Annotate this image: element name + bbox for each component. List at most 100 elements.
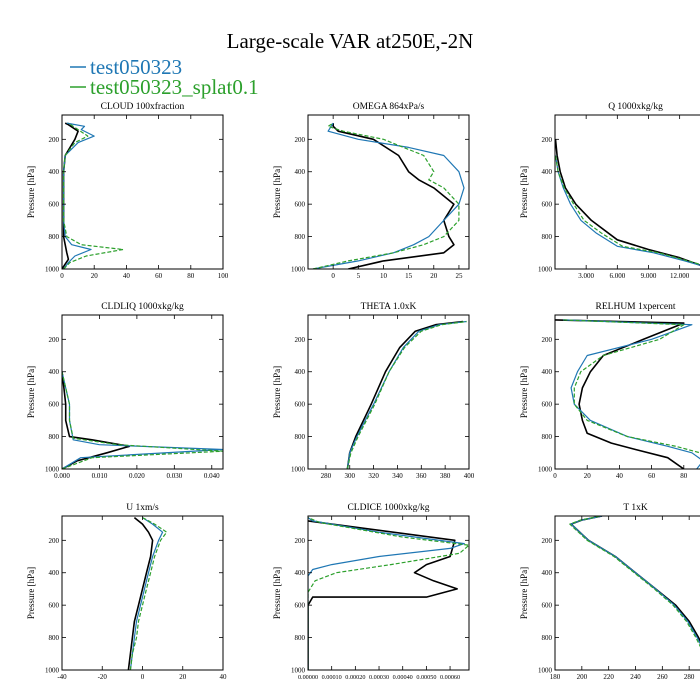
y-tick-label: 800 xyxy=(295,233,306,241)
panel-frame xyxy=(61,114,224,270)
series-line-test050323 xyxy=(346,320,467,469)
y-axis-label: Pressure [hPa] xyxy=(519,366,529,418)
x-tick-label: 0.020 xyxy=(129,472,145,480)
series-line-obs xyxy=(332,123,455,269)
series-group xyxy=(127,516,168,670)
x-tick-label: 0 xyxy=(141,673,145,681)
series-line-test050323 xyxy=(562,319,700,469)
panel-title: T 1xK xyxy=(623,503,648,513)
y-tick-label: 1000 xyxy=(291,266,306,274)
panel-title: CLOUD 100xfraction xyxy=(101,101,185,112)
y-tick-label: 400 xyxy=(295,168,306,176)
x-tick-label: 5 xyxy=(357,272,361,280)
panel-title: CLDLIQ 1000xkg/kg xyxy=(101,302,184,312)
series-line-test050323-splat0-1 xyxy=(308,517,469,670)
chart-panel-relhum-1xpercent: RELHUM 1xpercent 0 20 40 60 80 200 400 600 800 100… xyxy=(519,302,700,480)
y-tick-label: 400 xyxy=(49,368,60,376)
series-line-obs xyxy=(555,319,685,469)
y-tick-label: 400 xyxy=(542,168,553,176)
series-line-test050323-splat0-1 xyxy=(312,122,460,269)
chart-panel-q-1000xkg-kg: Q 1000xkg/kg3.0006.0009.00012.00015.0002… xyxy=(519,102,700,280)
x-tick-label: 360 xyxy=(416,472,427,480)
series-line-test050323-splat0-1 xyxy=(562,319,700,469)
x-tick-label: 240 xyxy=(630,673,641,681)
x-tick-label: 400 xyxy=(464,472,475,480)
series-line-test050323-splat0-1 xyxy=(129,517,168,670)
chart-panel-t-1xk: T 1xK18020022024026028030020040060080010… xyxy=(519,503,700,681)
x-tick-label: 340 xyxy=(392,472,403,480)
y-tick-label: 200 xyxy=(295,537,306,545)
series-line-test050323-splat0-1 xyxy=(62,371,223,469)
x-tick-label: 60 xyxy=(648,472,656,480)
y-axis-label: Pressure [hPa] xyxy=(272,567,282,619)
panel-frame xyxy=(554,314,700,470)
series-group xyxy=(555,139,700,266)
y-axis-label: Pressure [hPa] xyxy=(519,166,529,218)
x-tick-label: 0.000 xyxy=(54,472,70,480)
y-axis-label: Pressure [hPa] xyxy=(26,166,36,218)
panel-frame xyxy=(61,515,224,671)
series-line-test050323-splat0-1 xyxy=(555,155,700,265)
y-tick-label: 600 xyxy=(49,602,60,610)
panel-title: OMEGA 864xPa/s xyxy=(353,102,425,112)
y-tick-label: 600 xyxy=(295,201,306,209)
series-group xyxy=(308,517,469,670)
figure-title: Large-scale VAR at250E,-2N xyxy=(227,29,474,53)
x-tick-label: 0.030 xyxy=(166,472,182,480)
y-tick-label: 800 xyxy=(49,433,60,441)
y-axis-label: Pressure [hPa] xyxy=(26,567,36,619)
series-group xyxy=(312,122,465,269)
chart-panel-theta-1-0xk: THETA 1.0xK 280 300 320 340 360 380 400 200 400 60… xyxy=(272,302,475,480)
y-axis-label: Pressure [hPa] xyxy=(272,166,282,218)
series-line-test050323-splat0-1 xyxy=(62,122,124,269)
y-tick-label: 200 xyxy=(295,336,306,344)
y-tick-label: 1000 xyxy=(45,667,60,675)
y-tick-label: 800 xyxy=(542,433,553,441)
series-line-obs xyxy=(127,516,154,670)
y-tick-label: 800 xyxy=(49,233,60,241)
y-tick-label: 200 xyxy=(49,136,60,144)
y-tick-label: 1000 xyxy=(538,466,553,474)
y-tick-label: 600 xyxy=(542,201,553,209)
series-group xyxy=(62,122,124,269)
x-tick-label: 40 xyxy=(123,272,131,280)
y-tick-label: 800 xyxy=(542,233,553,241)
panel-frame xyxy=(61,314,224,470)
x-tick-label: 0.00040 xyxy=(393,674,413,681)
x-tick-label: 12.000 xyxy=(670,272,690,280)
y-tick-label: 800 xyxy=(542,634,553,642)
panel-title: THETA 1.0xK xyxy=(361,302,417,312)
x-tick-label: 0.00050 xyxy=(416,674,436,681)
series-line-obs xyxy=(62,371,131,469)
x-tick-label: 380 xyxy=(440,472,451,480)
series-line-obs xyxy=(308,520,459,670)
series-group xyxy=(569,516,700,648)
y-tick-label: 600 xyxy=(49,201,60,209)
y-tick-label: 1000 xyxy=(45,466,60,474)
series-line-test050323 xyxy=(62,371,223,469)
legend: test050323 test050323_splat0.1 xyxy=(70,55,259,99)
chart-panel-cloud-100xfraction: CLOUD 100xfraction 0 20 40 60 80 100 200 400 600 8… xyxy=(26,101,229,280)
x-tick-label: 0 xyxy=(553,472,557,480)
panel-title: RELHUM 1xpercent xyxy=(596,302,676,312)
y-tick-label: 600 xyxy=(542,401,553,409)
panel-frame xyxy=(554,515,700,671)
x-tick-label: 180 xyxy=(550,673,561,681)
x-tick-label: 80 xyxy=(680,472,688,480)
series-line-test050323 xyxy=(570,516,700,645)
series-line-obs xyxy=(346,320,464,469)
x-tick-label: 220 xyxy=(603,673,614,681)
y-tick-label: 200 xyxy=(542,336,553,344)
y-tick-label: 400 xyxy=(49,569,60,577)
x-tick-label: 25 xyxy=(455,272,463,280)
series-group xyxy=(62,371,223,469)
x-tick-label: 80 xyxy=(187,272,195,280)
y-tick-label: 400 xyxy=(295,569,306,577)
y-tick-label: 600 xyxy=(542,602,553,610)
y-tick-label: 200 xyxy=(542,537,553,545)
y-tick-label: 1000 xyxy=(291,667,306,675)
y-tick-label: 1000 xyxy=(538,266,553,274)
y-tick-label: 1000 xyxy=(45,266,60,274)
